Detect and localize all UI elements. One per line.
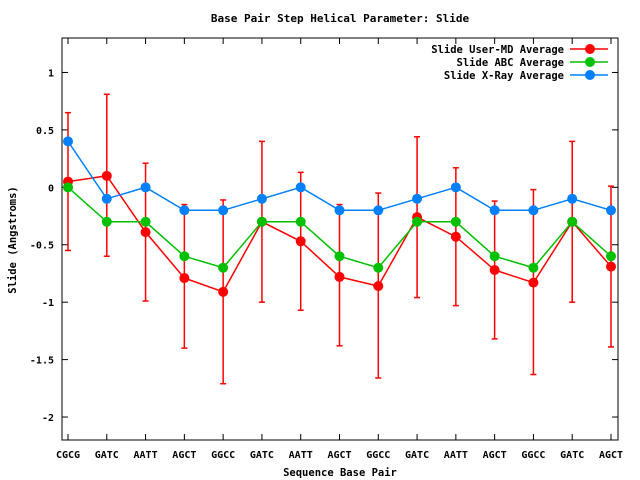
series-2-point-6 [295,182,306,193]
x-tick-label-5: GATC [250,450,274,461]
x-tick-label-13: GATC [560,450,584,461]
series-1-point-12 [528,262,539,273]
x-tick-label-3: AGCT [172,450,196,461]
x-tick-label-11: AGCT [483,450,507,461]
series-1-point-9 [412,216,423,227]
series-0-point-7 [334,271,345,282]
series-2-point-0 [63,136,73,147]
y-tick-label-6: -2 [42,413,54,424]
legend-marker [585,44,595,54]
legend-label: Slide X-Ray Average [444,70,564,82]
series-2-point-1 [101,193,112,204]
chart-title: Base Pair Step Helical Parameter: Slide [211,12,470,25]
y-axis-label: Slide (Angstroms) [7,186,19,293]
x-tick-label-6: AATT [289,450,313,461]
x-tick-label-1: GATC [95,450,119,461]
series-1-point-0 [63,182,73,193]
series-1-point-13 [567,216,578,227]
x-tick-label-0: CGCG [56,450,80,461]
series-2-point-2 [140,182,151,193]
series-0-point-3 [179,273,190,284]
series-2-point-10 [450,182,461,193]
series-2-point-14 [606,205,616,216]
series-1-point-2 [140,216,151,227]
y-tick-label-1: 0.5 [36,126,54,137]
series-0-point-4 [218,286,229,297]
series-0-point-11 [489,265,500,276]
series-1-point-6 [295,216,306,227]
series-1-point-5 [256,216,267,227]
x-tick-label-12: GGCC [521,450,545,461]
y-tick-label-2: 0 [48,183,54,194]
series-1-point-4 [218,262,229,273]
series-1-point-8 [373,262,384,273]
series-1-point-3 [179,251,190,262]
series-0-point-8 [373,281,384,292]
series-2-point-9 [412,193,423,204]
y-tick-label-3: -0.5 [30,241,54,252]
legend-marker [585,70,595,80]
series-1-point-14 [606,251,616,262]
y-tick-label-4: -1 [42,298,54,309]
legend-label: Slide User-MD Average [431,44,564,56]
series-1-point-1 [101,216,112,227]
series-2-point-4 [218,205,229,216]
series-0-point-12 [528,277,539,288]
series-1-point-10 [450,216,461,227]
legend-entry-2: Slide X-Ray Average [444,70,608,82]
series-0-point-1 [101,170,112,181]
legend-label: Slide ABC Average [457,57,564,69]
x-tick-label-10: AATT [444,450,468,461]
legend-entry-0: Slide User-MD Average [431,44,608,56]
series-2-point-3 [179,205,190,216]
series-2-point-12 [528,205,539,216]
series-1-point-11 [489,251,500,262]
series-2-point-11 [489,205,500,216]
series-2-point-8 [373,205,384,216]
series-0-point-2 [140,227,151,238]
x-tick-label-8: GGCC [366,450,390,461]
series-0-point-10 [450,231,461,242]
series-1-point-7 [334,251,345,262]
x-axis-label: Sequence Base Pair [283,467,397,479]
plot-area: 1 0.5 0 -0.5 -1 -1.5 -2 CGCG GATC AATT AGCT GGCC GAT… [30,37,623,461]
x-tick-label-2: AATT [134,450,158,461]
legend-entry-1: Slide ABC Average [457,57,608,69]
y-tick-label-0: 1 [48,68,54,79]
x-tick-label-7: AGCT [327,450,351,461]
series-0-point-6 [295,236,306,247]
legend-marker [585,57,595,67]
series-2-point-13 [567,193,578,204]
series-2-point-7 [334,205,345,216]
y-tick-label-5: -1.5 [30,356,54,367]
series-0-point-14 [606,261,616,272]
x-tick-label-4: GGCC [211,450,235,461]
x-tick-label-9: GATC [405,450,429,461]
series-2-point-5 [256,193,267,204]
x-tick-label-14: AGCT [599,450,623,461]
